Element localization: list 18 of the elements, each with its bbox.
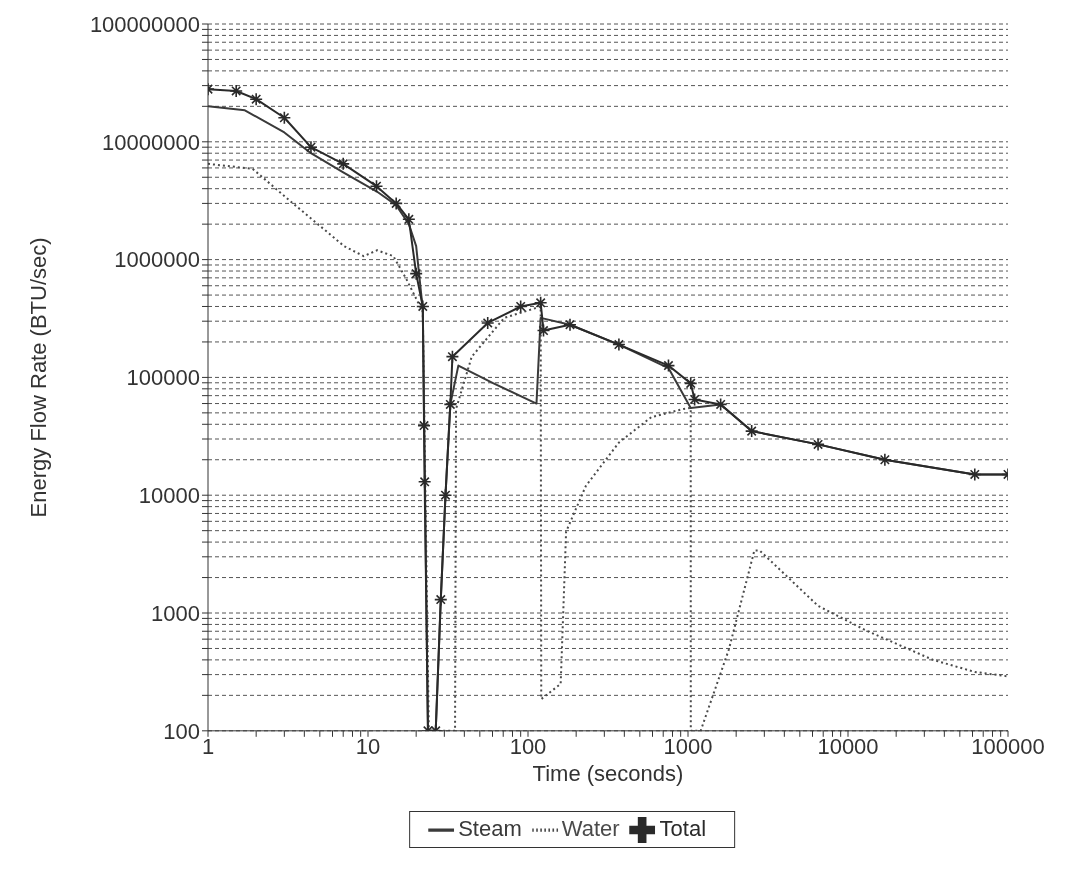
x-axis-title: Time (seconds) [532,760,684,786]
y-tick-label: 100000 [126,365,200,391]
x-tick-label: 1 [201,734,215,760]
legend-label: Water [561,815,620,841]
x-tick-label: 100000 [971,734,1045,760]
y-tick-label: 100 [163,718,200,744]
x-tick-label: 10 [355,734,381,760]
y-tick-label: 10000 [138,483,200,509]
x-tick-label: 100 [509,734,547,760]
legend-label: Total [659,815,707,841]
x-tick-label: 10000 [817,734,879,760]
y-tick-label: 1000 [151,600,200,626]
y-tick-label: 100000000 [89,11,200,37]
legend-label: Steam [458,815,522,841]
y-tick-label: 10000000 [102,129,200,155]
y-tick-label: 1000000 [114,247,200,273]
x-tick-label: 1000 [663,734,713,760]
y-axis-title: Energy Flow Rate (BTU/sec) [25,237,51,518]
